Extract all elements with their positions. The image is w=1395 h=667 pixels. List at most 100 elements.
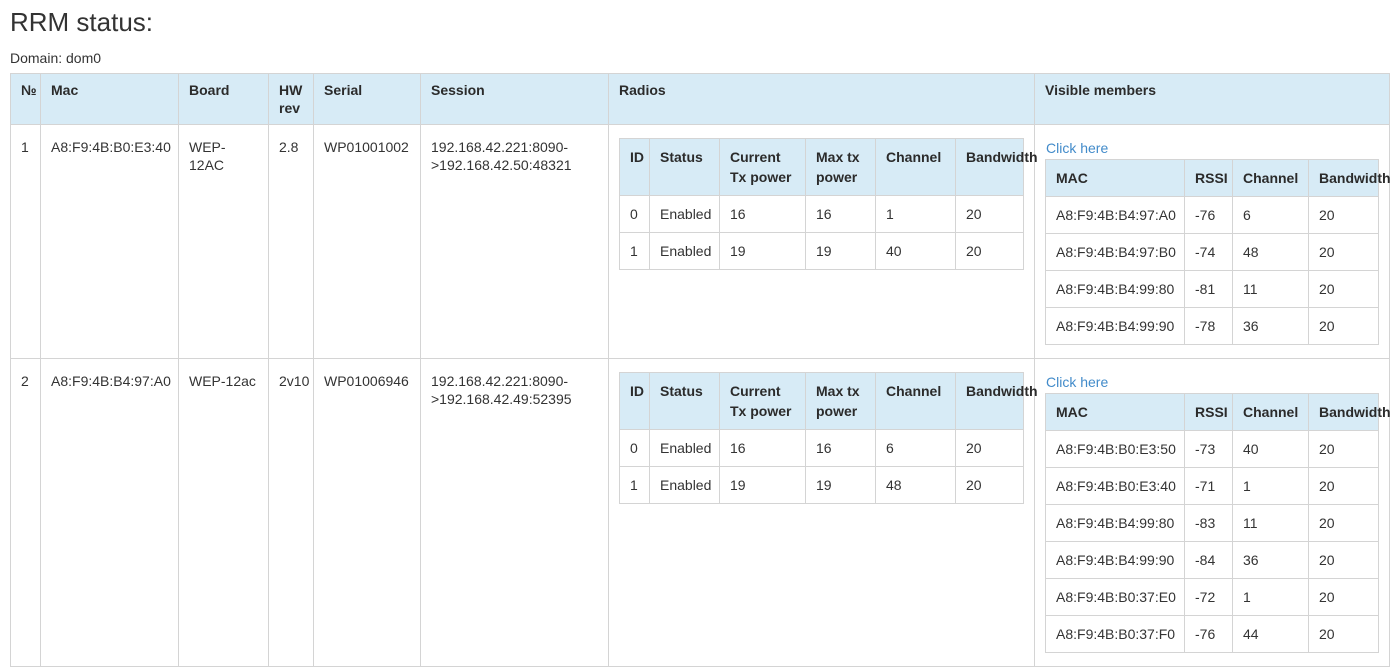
cell-serial: WP01001002 bbox=[313, 123, 421, 359]
radios-header-channel: Channel bbox=[875, 137, 956, 196]
member-rssi: -76 bbox=[1184, 195, 1233, 234]
cell-mac: A8:F9:4B:B4:97:A0 bbox=[40, 357, 179, 667]
member-channel: 1 bbox=[1232, 466, 1309, 505]
members-header-rssi: RSSI bbox=[1184, 158, 1233, 197]
member-mac: A8:F9:4B:B0:37:E0 bbox=[1045, 577, 1185, 616]
member-row: A8:F9:4B:B0:E3:50 -73 40 20 bbox=[1045, 429, 1379, 468]
click-here-link[interactable]: Click here bbox=[1046, 373, 1109, 390]
col-header-mac: Mac bbox=[40, 72, 179, 125]
radio-id: 1 bbox=[619, 465, 650, 504]
member-rssi: -83 bbox=[1184, 503, 1233, 542]
radio-row: 1 Enabled 19 19 40 20 bbox=[619, 231, 1024, 270]
page-title: RRM status: bbox=[10, 7, 154, 37]
radios-header-row: ID Status Current Tx power Max tx power … bbox=[619, 371, 1038, 430]
member-bandwidth: 20 bbox=[1308, 306, 1379, 345]
member-row: A8:F9:4B:B4:99:80 -81 11 20 bbox=[1045, 269, 1379, 308]
radio-status: Enabled bbox=[649, 465, 720, 504]
radio-max-tx: 16 bbox=[805, 194, 876, 233]
radio-current-tx: 19 bbox=[719, 231, 806, 270]
radio-channel: 6 bbox=[875, 428, 956, 467]
members-header-row: MAC RSSI Channel Bandwidth bbox=[1045, 392, 1391, 431]
members-header-channel: Channel bbox=[1232, 158, 1309, 197]
cell-num: 1 bbox=[10, 123, 41, 359]
radio-bandwidth: 20 bbox=[955, 231, 1024, 270]
col-header-serial: Serial bbox=[313, 72, 421, 125]
member-channel: 11 bbox=[1232, 503, 1309, 542]
member-bandwidth: 20 bbox=[1308, 269, 1379, 308]
cell-hw-rev: 2.8 bbox=[268, 123, 314, 359]
radio-bandwidth: 20 bbox=[955, 428, 1024, 467]
members-header-mac: MAC bbox=[1045, 158, 1185, 197]
member-channel: 48 bbox=[1232, 232, 1309, 271]
member-mac: A8:F9:4B:B0:E3:50 bbox=[1045, 429, 1185, 468]
click-here-link[interactable]: Click here bbox=[1046, 139, 1109, 156]
member-rssi: -74 bbox=[1184, 232, 1233, 271]
member-rssi: -73 bbox=[1184, 429, 1233, 468]
radio-max-tx: 19 bbox=[805, 465, 876, 504]
cell-visible-members: Click here MAC RSSI Channel Bandwidth bbox=[1034, 123, 1391, 359]
radios-header-status: Status bbox=[649, 137, 720, 196]
radio-channel: 1 bbox=[875, 194, 956, 233]
member-rssi: -84 bbox=[1184, 540, 1233, 579]
cell-radios: ID Status Current Tx power Max tx power … bbox=[608, 123, 1038, 359]
radios-header-id: ID bbox=[619, 371, 650, 430]
member-mac: A8:F9:4B:B4:99:80 bbox=[1045, 269, 1185, 308]
cell-radios: ID Status Current Tx power Max tx power … bbox=[608, 357, 1038, 667]
member-bandwidth: 20 bbox=[1308, 540, 1379, 579]
cell-session: 192.168.42.221:8090->192.168.42.50:48321 bbox=[420, 123, 609, 359]
radio-channel: 40 bbox=[875, 231, 956, 270]
radio-bandwidth: 20 bbox=[955, 465, 1024, 504]
radios-header-channel: Channel bbox=[875, 371, 956, 430]
radio-max-tx: 16 bbox=[805, 428, 876, 467]
col-header-visible-members: Visible members bbox=[1034, 72, 1390, 125]
members-header-rssi: RSSI bbox=[1184, 392, 1233, 431]
member-row: A8:F9:4B:B4:99:90 -78 36 20 bbox=[1045, 306, 1379, 345]
cell-visible-members: Click here MAC RSSI Channel Bandwidth bbox=[1034, 357, 1391, 667]
member-mac: A8:F9:4B:B0:E3:40 bbox=[1045, 466, 1185, 505]
radio-id: 0 bbox=[619, 428, 650, 467]
member-channel: 40 bbox=[1232, 429, 1309, 468]
members-header-channel: Channel bbox=[1232, 392, 1309, 431]
member-bandwidth: 20 bbox=[1308, 577, 1379, 616]
radios-header-current-tx: Current Tx power bbox=[719, 371, 806, 430]
radio-status: Enabled bbox=[649, 231, 720, 270]
radios-header-bandwidth: Bandwidth bbox=[955, 137, 1038, 196]
radios-header-max-tx: Max tx power bbox=[805, 137, 876, 196]
radio-row: 1 Enabled 19 19 48 20 bbox=[619, 465, 1024, 504]
col-header-hw-rev: HW rev bbox=[268, 72, 314, 125]
cell-session: 192.168.42.221:8090->192.168.42.49:52395 bbox=[420, 357, 609, 667]
radios-header-max-tx: Max tx power bbox=[805, 371, 876, 430]
member-row: A8:F9:4B:B4:99:80 -83 11 20 bbox=[1045, 503, 1379, 542]
col-header-num: № bbox=[10, 72, 41, 125]
radios-header-status: Status bbox=[649, 371, 720, 430]
member-rssi: -81 bbox=[1184, 269, 1233, 308]
member-row: A8:F9:4B:B0:E3:40 -71 1 20 bbox=[1045, 466, 1379, 505]
table-row: 2 A8:F9:4B:B4:97:A0 WEP-12ac 2v10 WP0100… bbox=[10, 357, 1391, 667]
member-rssi: -72 bbox=[1184, 577, 1233, 616]
member-channel: 44 bbox=[1232, 614, 1309, 653]
cell-board: WEP-12AC bbox=[178, 123, 269, 359]
member-mac: A8:F9:4B:B0:37:F0 bbox=[1045, 614, 1185, 653]
cell-hw-rev: 2v10 bbox=[268, 357, 314, 667]
member-channel: 1 bbox=[1232, 577, 1309, 616]
member-rssi: -71 bbox=[1184, 466, 1233, 505]
member-mac: A8:F9:4B:B4:99:90 bbox=[1045, 306, 1185, 345]
member-mac: A8:F9:4B:B4:97:A0 bbox=[1045, 195, 1185, 234]
radio-row: 0 Enabled 16 16 1 20 bbox=[619, 194, 1024, 233]
radio-channel: 48 bbox=[875, 465, 956, 504]
cell-num: 2 bbox=[10, 357, 41, 667]
member-bandwidth: 20 bbox=[1308, 503, 1379, 542]
radio-current-tx: 16 bbox=[719, 194, 806, 233]
member-bandwidth: 20 bbox=[1308, 429, 1379, 468]
cell-mac: A8:F9:4B:B0:E3:40 bbox=[40, 123, 179, 359]
radio-current-tx: 19 bbox=[719, 465, 806, 504]
member-mac: A8:F9:4B:B4:99:90 bbox=[1045, 540, 1185, 579]
member-row: A8:F9:4B:B0:37:E0 -72 1 20 bbox=[1045, 577, 1379, 616]
members-header-bandwidth: Bandwidth bbox=[1308, 392, 1391, 431]
member-row: A8:F9:4B:B4:97:A0 -76 6 20 bbox=[1045, 195, 1379, 234]
member-row: A8:F9:4B:B0:37:F0 -76 44 20 bbox=[1045, 614, 1379, 653]
radios-header-bandwidth: Bandwidth bbox=[955, 371, 1038, 430]
member-channel: 11 bbox=[1232, 269, 1309, 308]
radio-status: Enabled bbox=[649, 428, 720, 467]
